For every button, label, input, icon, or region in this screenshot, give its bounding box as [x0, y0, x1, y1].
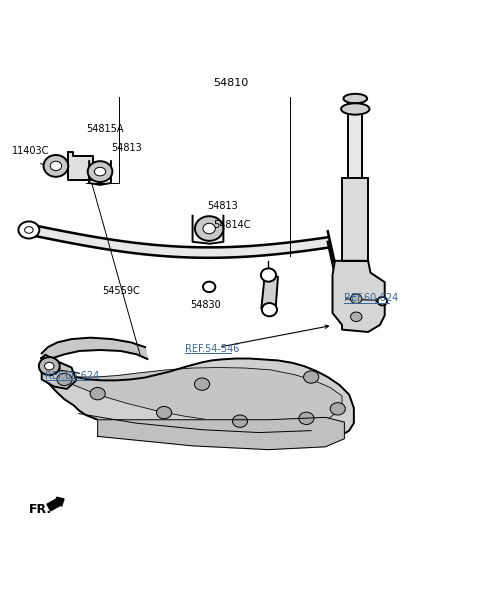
Ellipse shape	[261, 268, 276, 282]
Polygon shape	[261, 274, 278, 311]
FancyArrow shape	[47, 497, 64, 511]
Text: 54815A: 54815A	[86, 124, 123, 134]
Ellipse shape	[24, 226, 33, 233]
Text: 54830: 54830	[190, 300, 221, 310]
Text: 54813: 54813	[111, 143, 142, 152]
Ellipse shape	[350, 312, 362, 322]
Text: 54559C: 54559C	[103, 286, 140, 296]
Ellipse shape	[194, 378, 210, 390]
Polygon shape	[42, 354, 76, 389]
Bar	[342, 178, 368, 261]
Ellipse shape	[39, 357, 60, 375]
Ellipse shape	[18, 222, 39, 239]
Ellipse shape	[44, 155, 68, 177]
Ellipse shape	[343, 94, 367, 103]
Ellipse shape	[299, 412, 314, 424]
Ellipse shape	[57, 373, 72, 385]
Ellipse shape	[88, 161, 112, 182]
Text: 54814C: 54814C	[213, 220, 251, 229]
Ellipse shape	[90, 387, 105, 400]
Text: REF.54-546: REF.54-546	[185, 344, 240, 353]
Ellipse shape	[330, 402, 345, 415]
Polygon shape	[64, 368, 342, 425]
Ellipse shape	[350, 294, 362, 304]
Ellipse shape	[45, 362, 54, 370]
Text: REF.60-624: REF.60-624	[344, 293, 398, 303]
Polygon shape	[97, 418, 344, 450]
Ellipse shape	[203, 223, 216, 234]
Ellipse shape	[95, 168, 106, 176]
Polygon shape	[42, 337, 147, 363]
Ellipse shape	[195, 216, 223, 241]
Polygon shape	[68, 152, 97, 180]
Ellipse shape	[50, 161, 61, 171]
Polygon shape	[333, 261, 384, 332]
Ellipse shape	[303, 371, 319, 383]
Text: 11403C: 11403C	[12, 146, 49, 156]
Text: 54813: 54813	[207, 201, 238, 211]
Bar	[348, 100, 362, 180]
Text: REF.60-624: REF.60-624	[46, 371, 100, 381]
Ellipse shape	[262, 303, 277, 316]
Text: 54810: 54810	[213, 78, 248, 87]
Ellipse shape	[341, 103, 370, 115]
Ellipse shape	[232, 415, 248, 427]
Polygon shape	[42, 358, 354, 448]
Text: FR.: FR.	[29, 503, 52, 517]
Ellipse shape	[156, 407, 172, 419]
Ellipse shape	[203, 282, 216, 292]
Ellipse shape	[378, 297, 387, 305]
